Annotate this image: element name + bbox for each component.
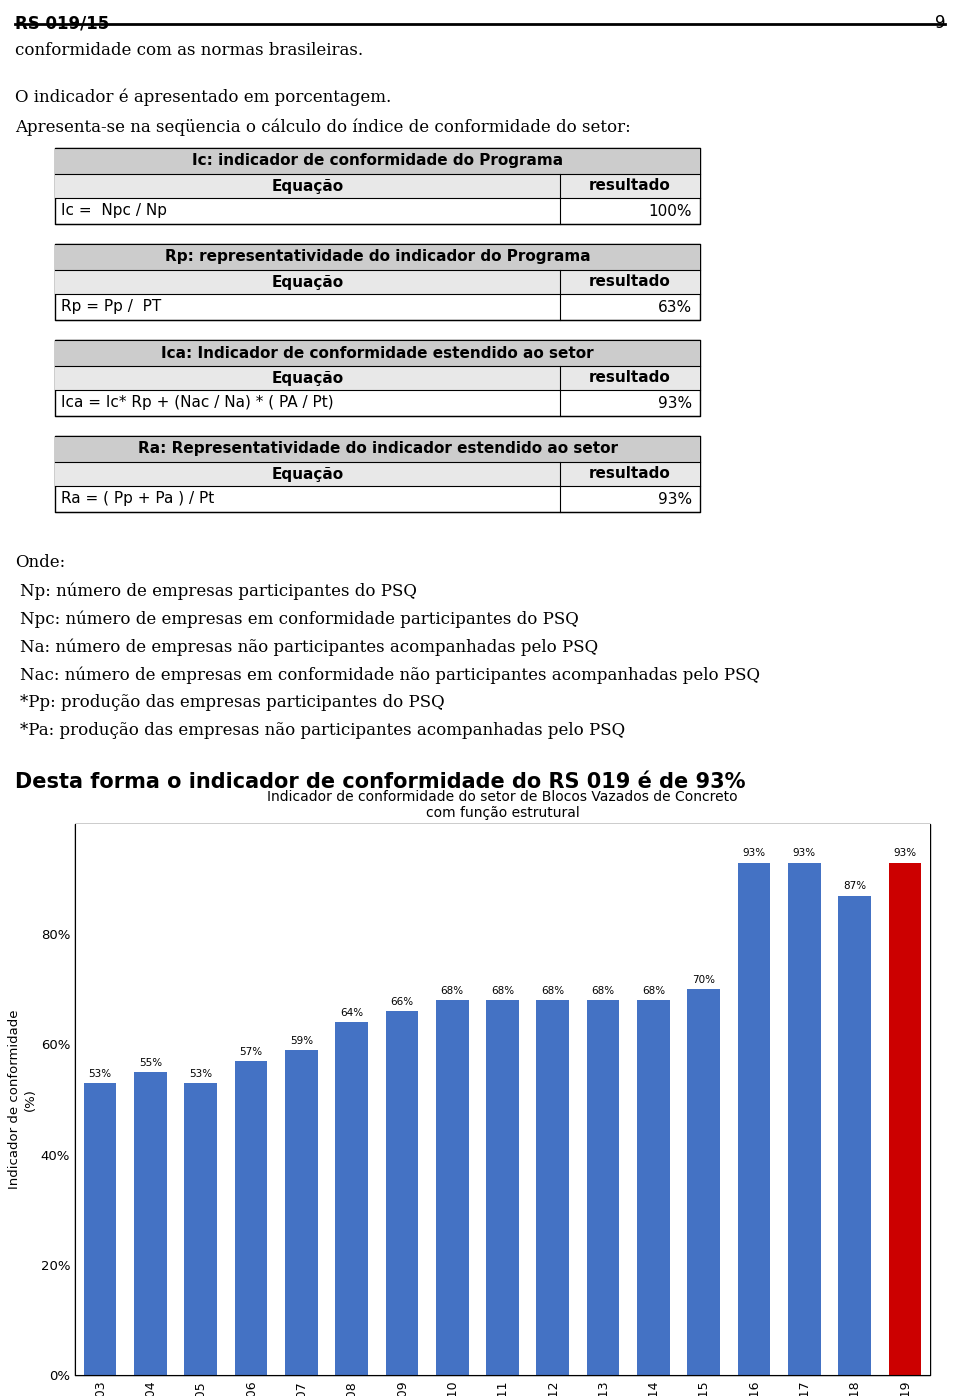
Text: 53%: 53% [88, 1068, 111, 1079]
Text: Desta forma o indicador de conformidade do RS 019 é de 93%: Desta forma o indicador de conformidade … [15, 772, 746, 792]
Text: Apresenta-se na seqüencia o cálculo do índice de conformidade do setor:: Apresenta-se na seqüencia o cálculo do í… [15, 119, 631, 135]
Bar [55, 148, 700, 223]
Bar [55, 366, 700, 389]
Text: Ica = Ic* Rp + (Nac / Na) * ( PA / Pt): Ica = Ic* Rp + (Nac / Na) * ( PA / Pt) [61, 395, 334, 410]
Text: Np: número de empresas participantes do PSQ: Np: número de empresas participantes do … [20, 582, 417, 599]
Bar [75, 824, 930, 1375]
Text: Ra = ( Pp + Pa ) / Pt: Ra = ( Pp + Pa ) / Pt [61, 491, 214, 507]
Text: 57%: 57% [239, 1047, 263, 1057]
Text: Rp: representatividade do indicador do Programa: Rp: representatividade do indicador do P… [165, 250, 590, 264]
Text: 100%: 100% [649, 204, 692, 219]
Text: Ic: indicador de conformidade do Programa: Ic: indicador de conformidade do Program… [192, 154, 564, 169]
Text: 68%: 68% [491, 986, 514, 995]
Text: 66%: 66% [391, 997, 414, 1007]
Bar [55, 436, 700, 462]
Bar [838, 896, 871, 1375]
Bar [285, 1050, 318, 1375]
Text: 59%: 59% [290, 1036, 313, 1046]
Text: Na: número de empresas não participantes acompanhadas pelo PSQ: Na: número de empresas não participantes… [20, 638, 598, 656]
Text: 93%: 93% [658, 491, 692, 507]
Text: *Pa: produção das empresas não participantes acompanhadas pelo PSQ: *Pa: produção das empresas não participa… [20, 722, 625, 738]
Bar [55, 341, 700, 366]
Text: Npc: número de empresas em conformidade participantes do PSQ: Npc: número de empresas em conformidade … [20, 610, 579, 627]
Text: 68%: 68% [591, 986, 614, 995]
Text: Equação: Equação [272, 370, 344, 385]
Text: *Pp: produção das empresas participantes do PSQ: *Pp: produção das empresas participantes… [20, 694, 444, 711]
Bar [55, 462, 700, 486]
Text: conformidade com as normas brasileiras.: conformidade com as normas brasileiras. [15, 42, 363, 59]
Bar [55, 174, 700, 198]
Bar [587, 1001, 619, 1375]
Text: RS 019/15: RS 019/15 [15, 14, 109, 32]
Text: 9: 9 [934, 14, 945, 32]
Bar [55, 148, 700, 174]
Bar [436, 1001, 468, 1375]
Text: 93%: 93% [742, 849, 765, 859]
Bar [788, 863, 821, 1375]
Text: 53%: 53% [189, 1068, 212, 1079]
Bar [737, 863, 770, 1375]
Bar [55, 436, 700, 512]
Bar [55, 269, 700, 295]
Text: 93%: 93% [793, 849, 816, 859]
Bar [55, 341, 700, 416]
Text: Ra: Representatividade do indicador estendido ao setor: Ra: Representatividade do indicador este… [137, 441, 617, 456]
Text: 87%: 87% [843, 881, 866, 891]
Text: Ica: Indicador de conformidade estendido ao setor: Ica: Indicador de conformidade estendido… [161, 345, 594, 360]
Text: 68%: 68% [441, 986, 464, 995]
Text: Nac: número de empresas em conformidade não participantes acompanhadas pelo PSQ: Nac: número de empresas em conformidade … [20, 666, 760, 684]
Text: 70%: 70% [692, 974, 715, 986]
Bar [486, 1001, 518, 1375]
Text: 64%: 64% [340, 1008, 363, 1018]
Bar [134, 1072, 167, 1375]
Bar [386, 1011, 419, 1375]
Bar [84, 1083, 116, 1375]
Text: Ic =  Npc / Np: Ic = Npc / Np [61, 204, 167, 219]
Text: 93%: 93% [658, 395, 692, 410]
Bar [335, 1022, 368, 1375]
Text: resultado: resultado [589, 275, 671, 289]
Text: resultado: resultado [589, 370, 671, 385]
Text: 68%: 68% [642, 986, 665, 995]
Bar [184, 1083, 217, 1375]
Text: Equação: Equação [272, 275, 344, 289]
Bar [55, 244, 700, 320]
Text: 68%: 68% [541, 986, 564, 995]
Bar [55, 244, 700, 269]
Text: O indicador é apresentado em porcentagem.: O indicador é apresentado em porcentagem… [15, 88, 392, 106]
Text: resultado: resultado [589, 466, 671, 482]
Text: resultado: resultado [589, 179, 671, 194]
Title: Indicador de conformidade do setor de Blocos Vazados de Concreto
com função estr: Indicador de conformidade do setor de Bl… [267, 790, 738, 819]
Text: 93%: 93% [894, 849, 917, 859]
Text: Equação: Equação [272, 179, 344, 194]
Bar [637, 1001, 670, 1375]
Text: 55%: 55% [139, 1058, 162, 1068]
Text: 63%: 63% [658, 300, 692, 314]
Text: Onde:: Onde: [15, 554, 65, 571]
Bar [889, 863, 922, 1375]
Bar [687, 990, 720, 1375]
Text: Rp = Pp /  PT: Rp = Pp / PT [61, 300, 161, 314]
Y-axis label: Indicador de conformidade
(%): Indicador de conformidade (%) [9, 1009, 36, 1189]
Text: Equação: Equação [272, 466, 344, 482]
Bar [537, 1001, 569, 1375]
Bar [234, 1061, 268, 1375]
